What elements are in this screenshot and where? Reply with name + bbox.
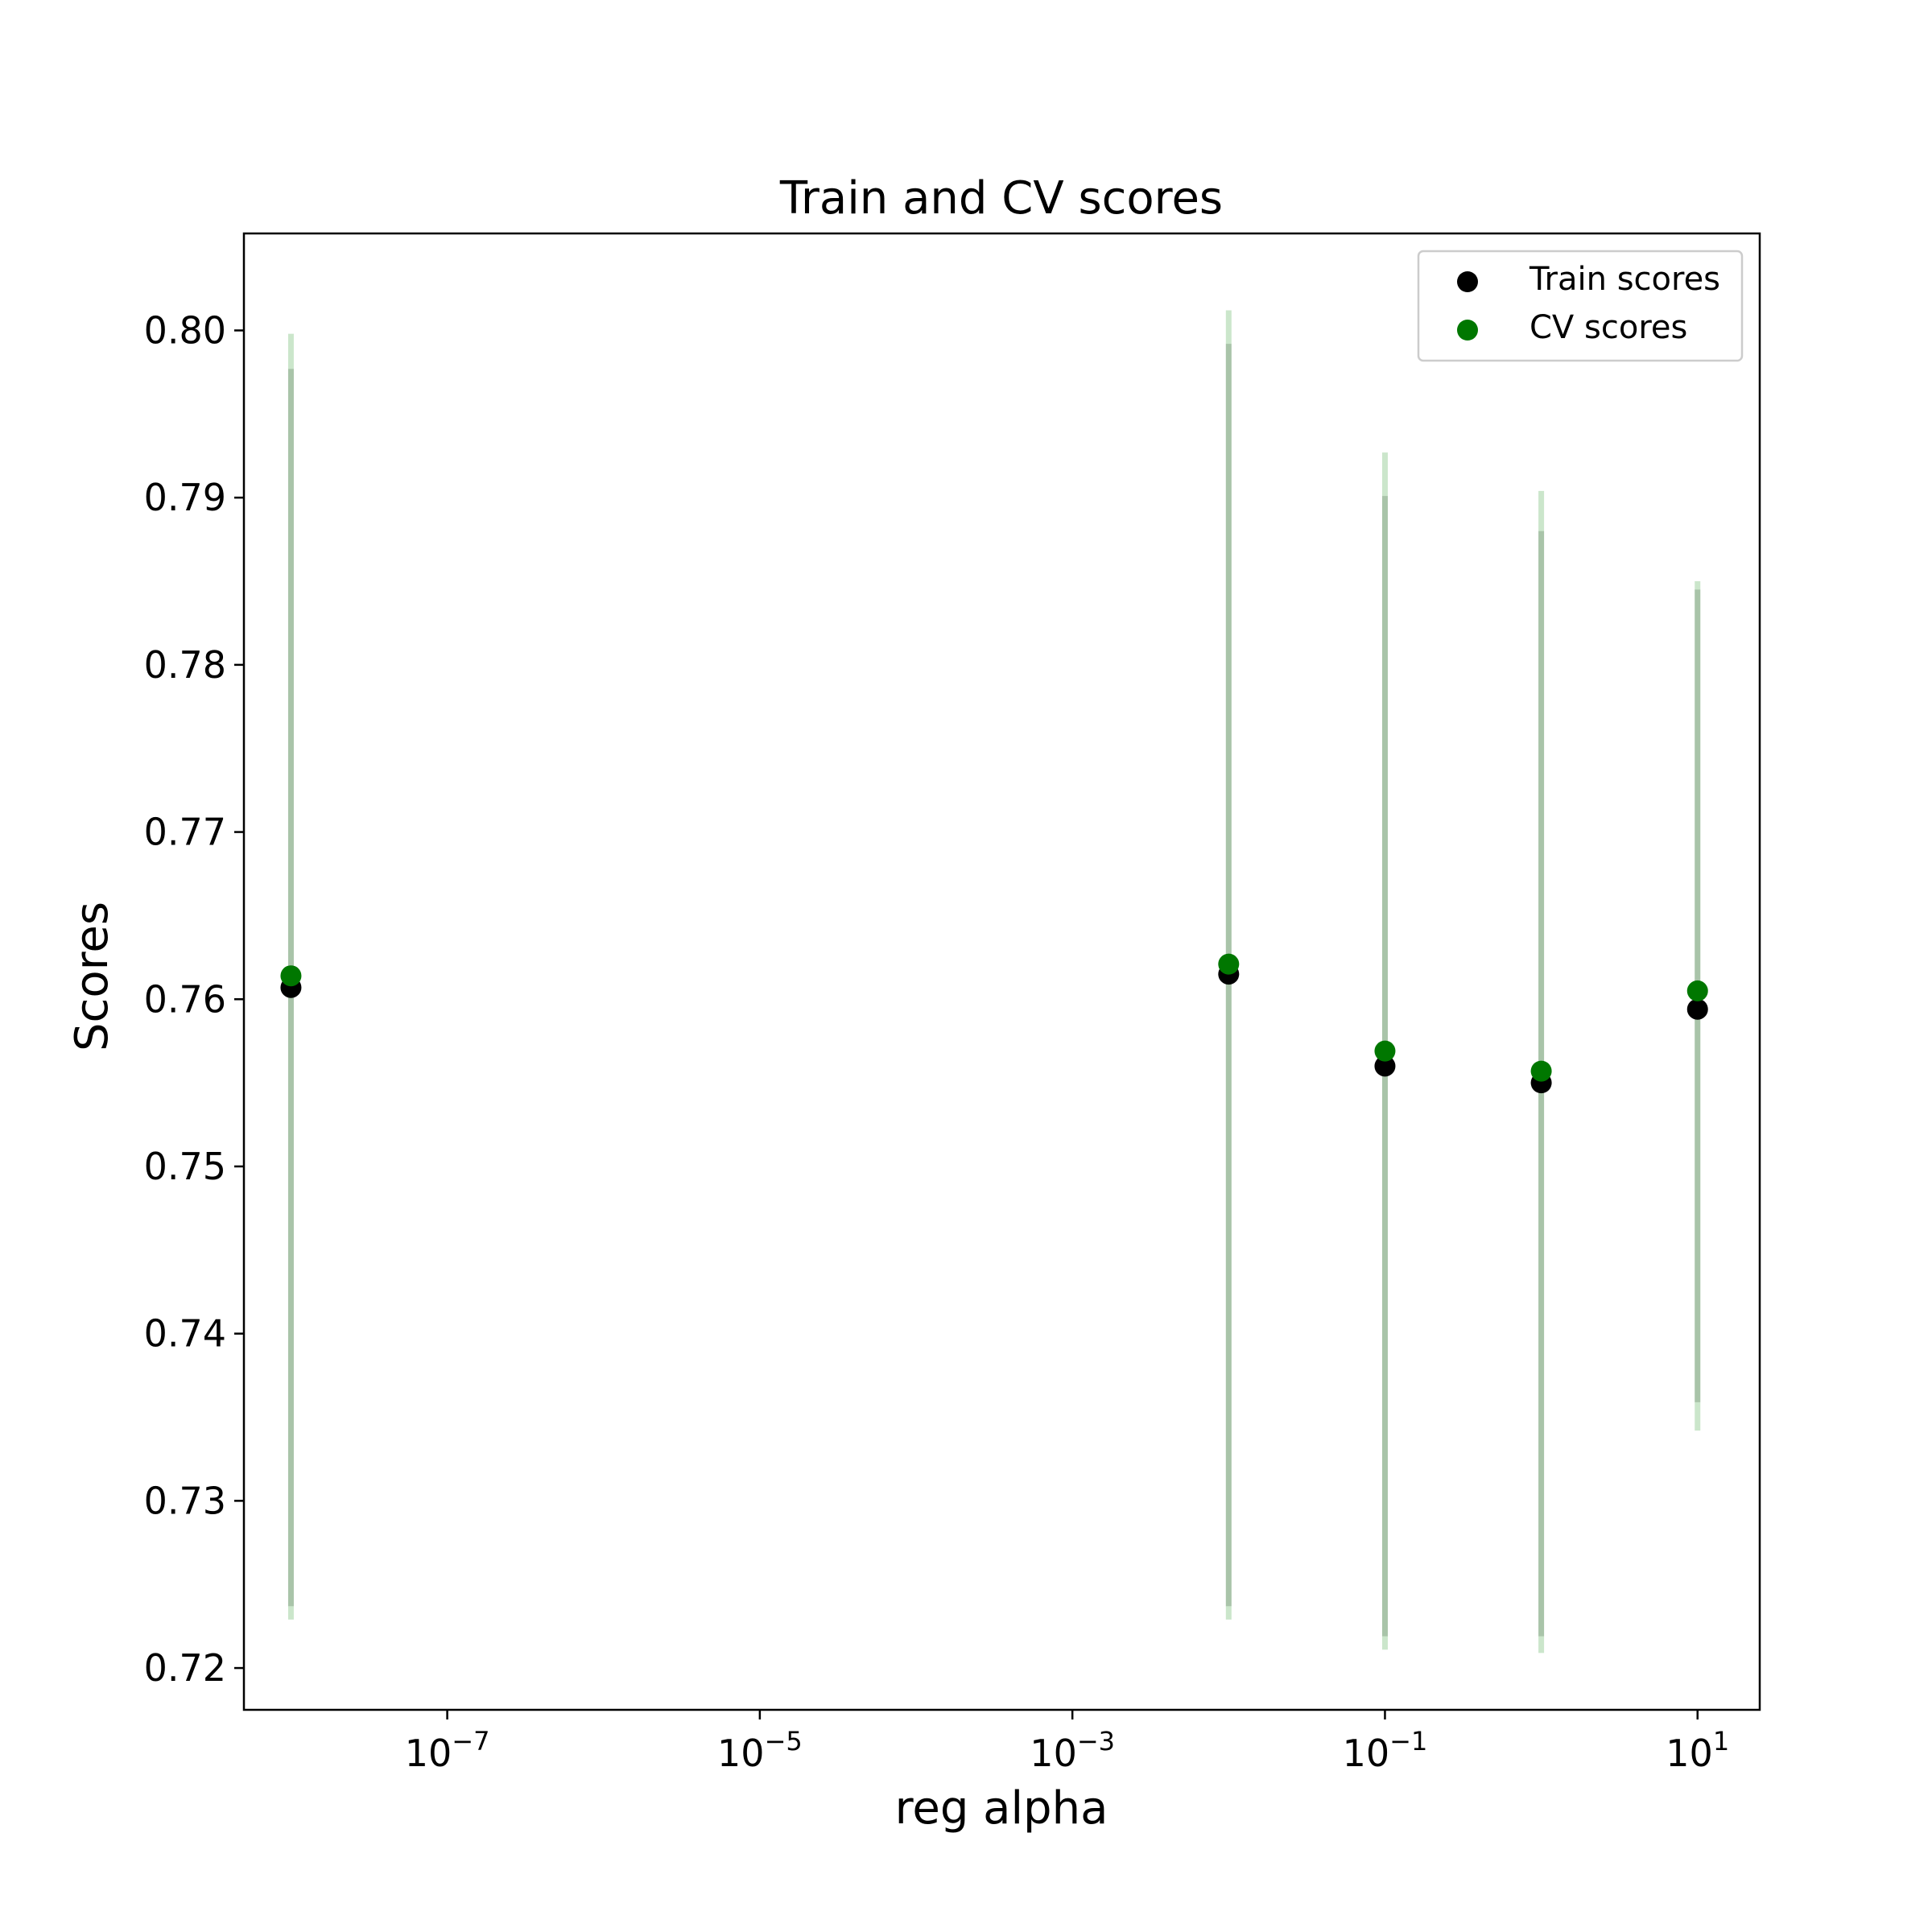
x-tick-label: 10−5	[717, 1726, 803, 1775]
y-tick-label: 0.80	[144, 308, 226, 352]
y-tick-label: 0.73	[144, 1479, 226, 1522]
y-tick-label: 0.78	[144, 643, 226, 687]
legend-label-train: Train scores	[1529, 261, 1720, 298]
y-tick-label: 0.77	[144, 811, 226, 854]
train-score-point	[1374, 1055, 1396, 1077]
y-tick-label: 0.76	[144, 977, 226, 1021]
x-tick-label: 101	[1666, 1726, 1729, 1775]
x-tick-label: 10−3	[1030, 1726, 1115, 1775]
cv-score-point	[1530, 1060, 1552, 1082]
cv-score-point	[280, 965, 302, 987]
x-axis-label: reg alpha	[895, 1782, 1108, 1835]
plot-area	[280, 310, 1708, 1653]
legend: Train scores CV scores	[1417, 250, 1744, 362]
y-tick-label: 0.74	[144, 1312, 226, 1356]
cv-score-point	[1686, 980, 1708, 1001]
y-axis-label: Scores	[66, 902, 118, 1051]
legend-marker-cv	[1457, 320, 1478, 341]
cv-score-point	[1218, 953, 1240, 975]
legend-label-cv: CV scores	[1530, 309, 1687, 346]
chart-title: Train and CV scores	[779, 172, 1223, 225]
axes-frame	[242, 232, 1761, 1711]
legend-box	[1417, 250, 1744, 362]
x-axis: 10−7 10−5 10−3 10−1 101	[405, 1710, 1729, 1775]
x-tick-label: 10−1	[1343, 1726, 1428, 1775]
y-axis: 0.72 0.73 0.74 0.75 0.76 0.77 0.78 0.79 0.80	[144, 308, 244, 1690]
y-tick-label: 0.75	[144, 1145, 226, 1188]
cv-score-point	[1374, 1040, 1396, 1062]
legend-marker-train	[1457, 271, 1478, 292]
y-tick-label: 0.72	[144, 1646, 226, 1690]
train-score-point	[1686, 998, 1708, 1020]
x-tick-label: 10−7	[405, 1726, 490, 1775]
y-tick-label: 0.79	[144, 476, 226, 519]
